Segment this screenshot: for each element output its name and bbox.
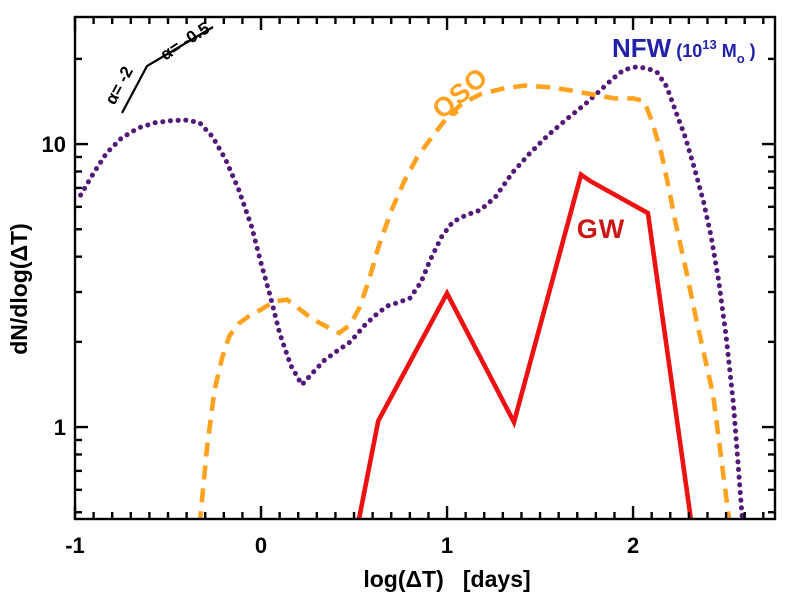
gw-label: GW <box>577 214 626 244</box>
x-axis-title: log(ΔT) [days] <box>363 566 530 592</box>
plot-frame <box>73 15 777 521</box>
x-tick-label: 0 <box>255 533 267 558</box>
nfw-label: NFW (1013 Mo ) <box>612 33 756 66</box>
y-tick-label: 1 <box>54 415 66 440</box>
slope-guide-line <box>121 26 214 114</box>
x-tick-label: -1 <box>65 533 85 558</box>
x-tick-label: 2 <box>627 533 639 558</box>
nfw-curve <box>78 64 745 519</box>
axes-layer <box>73 15 777 521</box>
x-tick-label: 1 <box>441 533 453 558</box>
y-axis-title: dN/dlog(ΔT) <box>6 223 32 355</box>
y-tick-label: 10 <box>42 132 66 157</box>
curves-layer <box>78 64 745 519</box>
tick-labels: -1 0 1 2 1 10 <box>42 132 640 558</box>
gw-curve <box>356 170 694 519</box>
qso-curve <box>197 83 732 519</box>
